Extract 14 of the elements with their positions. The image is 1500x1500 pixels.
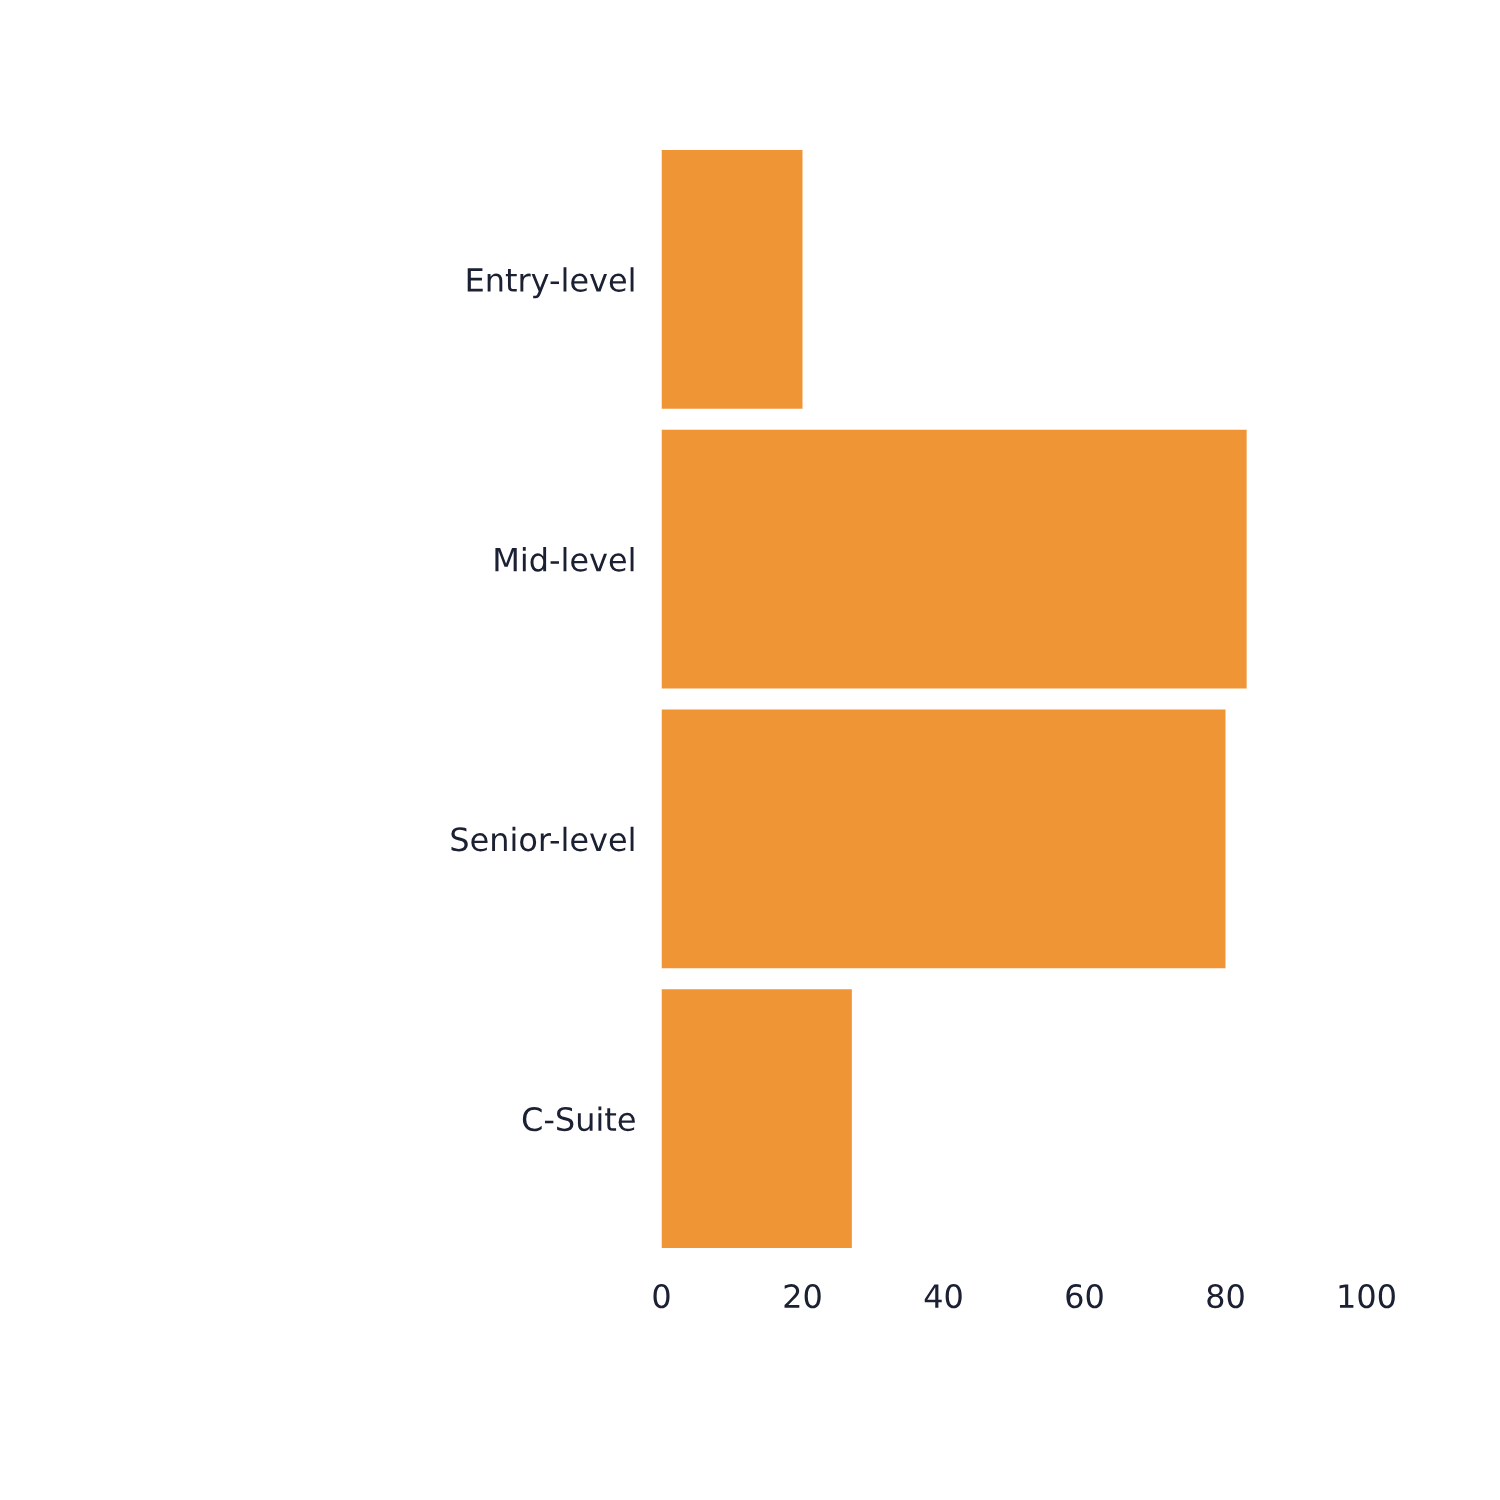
x-tick-label: 60 [1066, 1284, 1103, 1309]
x-tick-label: 100 [1339, 1284, 1395, 1309]
y-tick-label: Entry-level [467, 267, 634, 299]
bar [661, 989, 852, 1249]
x-tick-label: 80 [1207, 1284, 1244, 1309]
bar [661, 709, 1226, 969]
y-tick-label: Mid-level [495, 546, 634, 572]
x-tick-label: 40 [924, 1284, 962, 1309]
bar [661, 149, 803, 409]
y-tick-label: C-Suite [522, 1106, 635, 1132]
y-tick-label: Senior-level [451, 826, 634, 852]
x-tick-label: 0 [653, 1284, 670, 1309]
x-tick-label: 20 [784, 1284, 821, 1309]
bar [661, 429, 1247, 689]
